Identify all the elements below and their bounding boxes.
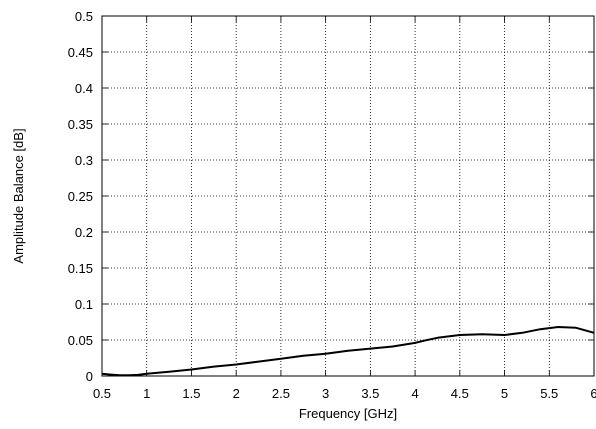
x-tick-label: 1.5	[182, 386, 200, 401]
axis-ticks	[101, 15, 595, 377]
y-tick-label: 0.25	[68, 189, 93, 204]
y-tick-label: 0.3	[75, 153, 93, 168]
x-tick-label: 4	[411, 386, 418, 401]
grid-lines	[102, 16, 594, 376]
x-tick-label: 5.5	[540, 386, 558, 401]
x-tick-label: 4.5	[451, 386, 469, 401]
x-tick-label: 3.5	[361, 386, 379, 401]
y-tick-label: 0.2	[75, 225, 93, 240]
y-tick-label: 0.1	[75, 297, 93, 312]
y-tick-label: 0.15	[68, 261, 93, 276]
y-tick-label: 0.5	[75, 9, 93, 24]
y-tick-label: 0.4	[75, 81, 93, 96]
y-tick-label: 0	[86, 369, 93, 384]
x-tick-label: 2.5	[272, 386, 290, 401]
y-tick-labels: 0 0.05 0.1 0.15 0.2 0.25 0.3 0.35 0.4 0.45 0.5	[68, 9, 93, 384]
y-tick-label: 0.45	[68, 45, 93, 60]
x-tick-label: 0.5	[93, 386, 111, 401]
y-tick-label: 0.35	[68, 117, 93, 132]
x-tick-labels: 0.5 1 1.5 2 2.5 3 3.5 4 4.5 5 5.5 6	[93, 386, 596, 401]
y-axis-title: Amplitude Balance [dB]	[11, 128, 26, 263]
y-tick-label: 0.05	[68, 333, 93, 348]
series-line	[101, 326, 595, 377]
x-tick-label: 3	[322, 386, 329, 401]
x-axis-title: Frequency [GHz]	[299, 406, 397, 421]
x-tick-label: 1	[143, 386, 150, 401]
x-tick-label: 5	[501, 386, 508, 401]
x-tick-label: 2	[233, 386, 240, 401]
x-tick-label: 6	[590, 386, 596, 401]
